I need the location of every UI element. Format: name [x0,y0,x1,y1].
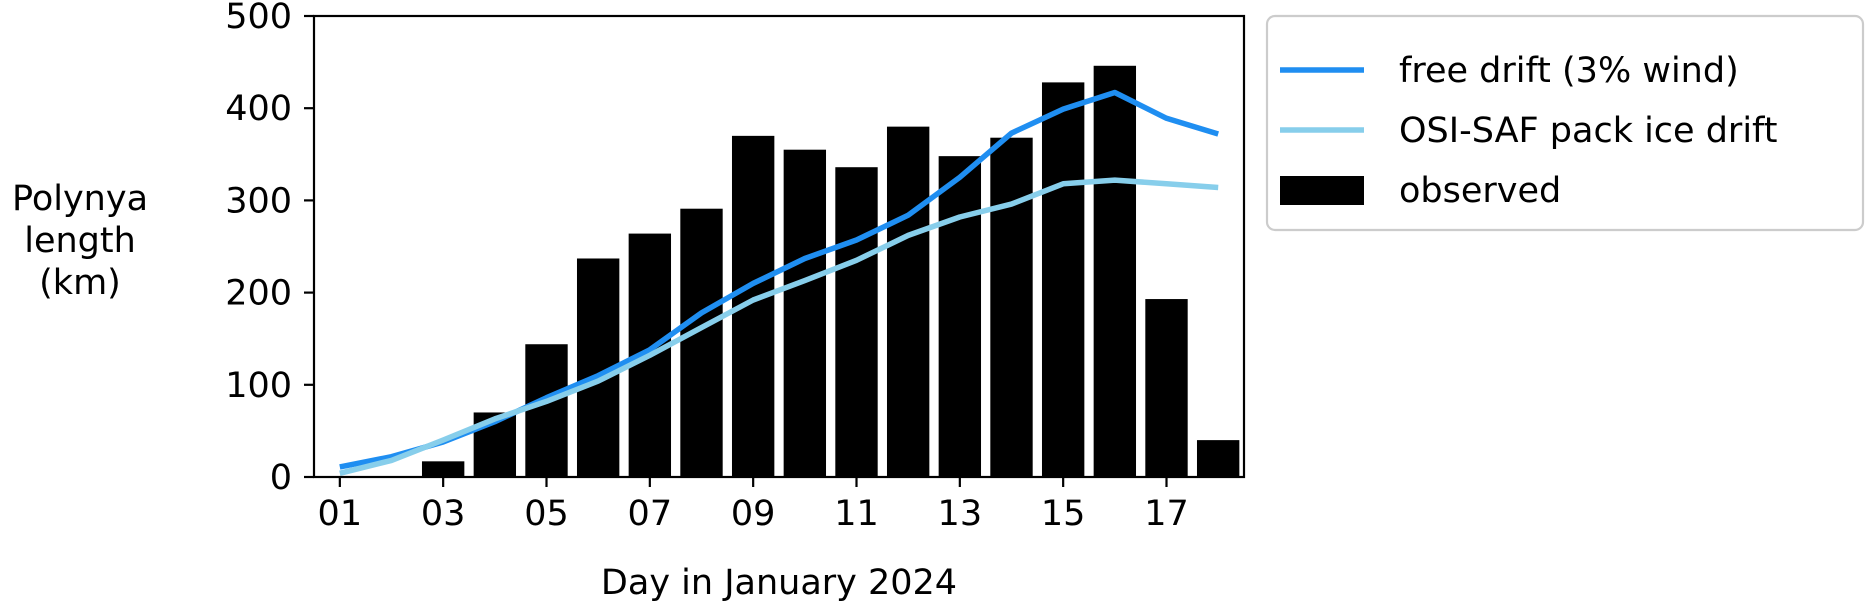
bar-day-13 [938,156,982,478]
y-tick-label-400: 400 [225,89,292,129]
x-axis-label: Day in January 2024 [601,563,957,603]
x-tick-label-07: 07 [628,494,673,534]
bar-day-15 [1041,82,1085,477]
bar-day-08 [680,208,723,477]
y-tick-label-0: 0 [270,458,292,498]
y-axis-label-line-3: (km) [39,263,121,303]
x-axis: 01 03 05 07 09 11 13 15 17 [318,477,1189,534]
plot-frame [312,14,1246,479]
legend-frame [1265,14,1865,232]
line-osi-saf-pack-ice-drift [339,177,1219,476]
bar-day-16 [1093,65,1137,478]
legend-label-free-drift-3-wind: free drift (3% wind) [1399,51,1739,91]
y-axis-label-line-2: length [24,221,136,261]
bar-day-05 [525,344,568,477]
model-lines [339,89,1219,476]
y-axis: 0 100 200 300 400 500 [225,0,314,498]
y-tick-label-100: 100 [225,366,292,406]
legend-swatch-observed [1280,176,1364,205]
x-tick-label-03: 03 [421,494,466,534]
y-tick-label-300: 300 [225,181,292,221]
bar-day-11 [835,167,878,477]
x-tick-label-09: 09 [731,494,776,534]
bar-day-14 [990,137,1033,478]
x-tick-label-17: 17 [1144,494,1189,534]
x-tick-label-15: 15 [1041,494,1086,534]
x-tick-label-01: 01 [318,494,363,534]
bar-day-03 [421,461,465,477]
legend-label-osi-saf-pack-ice-drift: OSI-SAF pack ice drift [1399,111,1777,151]
y-tick-label-200: 200 [225,274,292,314]
legend: free drift (3% wind) OSI-SAF pack ice dri… [1265,14,1865,232]
y-axis-label-line-1: Polynya [12,179,148,219]
bar-day-17 [1145,299,1188,477]
y-tick-label-500: 500 [225,0,292,37]
x-tick-label-13: 13 [938,494,983,534]
legend-label-observed: observed [1399,171,1561,211]
bar-day-12 [886,126,930,477]
line-free-drift-3-wind [339,89,1219,470]
x-tick-label-11: 11 [834,494,879,534]
bar-day-18 [1196,440,1240,477]
x-tick-label-05: 05 [524,494,569,534]
bar-day-10 [783,149,827,477]
